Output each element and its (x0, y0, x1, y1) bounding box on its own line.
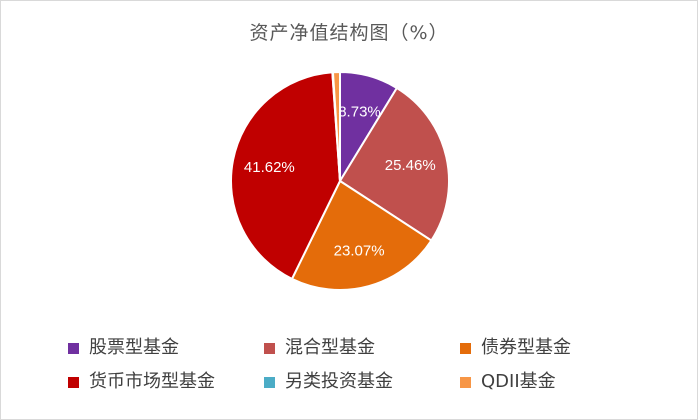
legend-label: 混合型基金 (285, 337, 375, 358)
legend-swatch (68, 342, 79, 354)
legend-item: 混合型基金 (236, 336, 432, 360)
legend-label: 股票型基金 (89, 337, 179, 358)
chart-title: 资产净值结构图（%） (249, 22, 449, 44)
legend-swatch (264, 342, 275, 354)
legend-item: 另类投资基金 (236, 370, 432, 394)
data-label: 41.62% (244, 159, 295, 176)
legend-swatch (264, 376, 275, 388)
legend-swatch (68, 376, 79, 388)
pie-slice (338, 86, 450, 242)
legend-label: 另类投资基金 (285, 371, 393, 392)
data-label: 8.73% (338, 104, 381, 121)
pie-slice (331, 70, 341, 182)
legend-label: 债券型基金 (481, 337, 571, 358)
legend-item: 股票型基金 (40, 336, 236, 360)
legend-label: 货币市场型基金 (89, 371, 215, 392)
legend-item: QDII基金 (432, 370, 632, 394)
data-label: 25.46% (385, 157, 436, 174)
legend-swatch (460, 376, 471, 388)
legend: 股票型基金 混合型基金 债券型基金货币市场型基金 另类投资基金 QDII基金 (40, 336, 680, 394)
legend-item: 货币市场型基金 (40, 370, 236, 394)
legend-label: QDII基金 (481, 371, 556, 392)
data-label: 23.07% (334, 242, 385, 259)
legend-item: 债券型基金 (432, 336, 632, 360)
legend-swatch (460, 342, 471, 354)
pie-slice (230, 71, 342, 281)
